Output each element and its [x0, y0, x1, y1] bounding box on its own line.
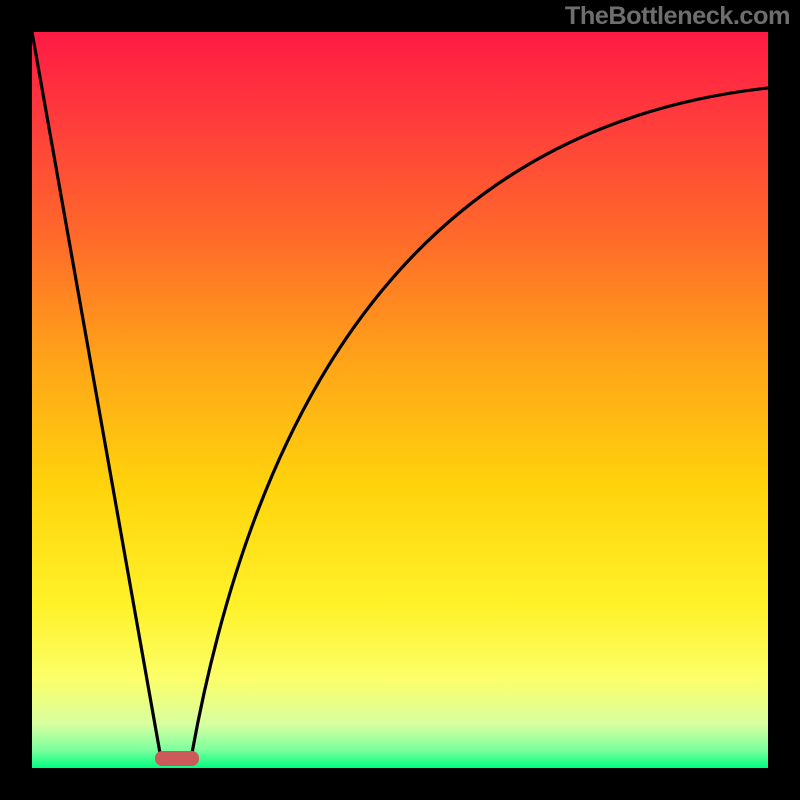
chart-root: TheBottleneck.com — [0, 0, 800, 800]
bottleneck-chart — [0, 0, 800, 800]
watermark-text: TheBottleneck.com — [565, 2, 790, 31]
bottleneck-bar — [155, 751, 199, 766]
